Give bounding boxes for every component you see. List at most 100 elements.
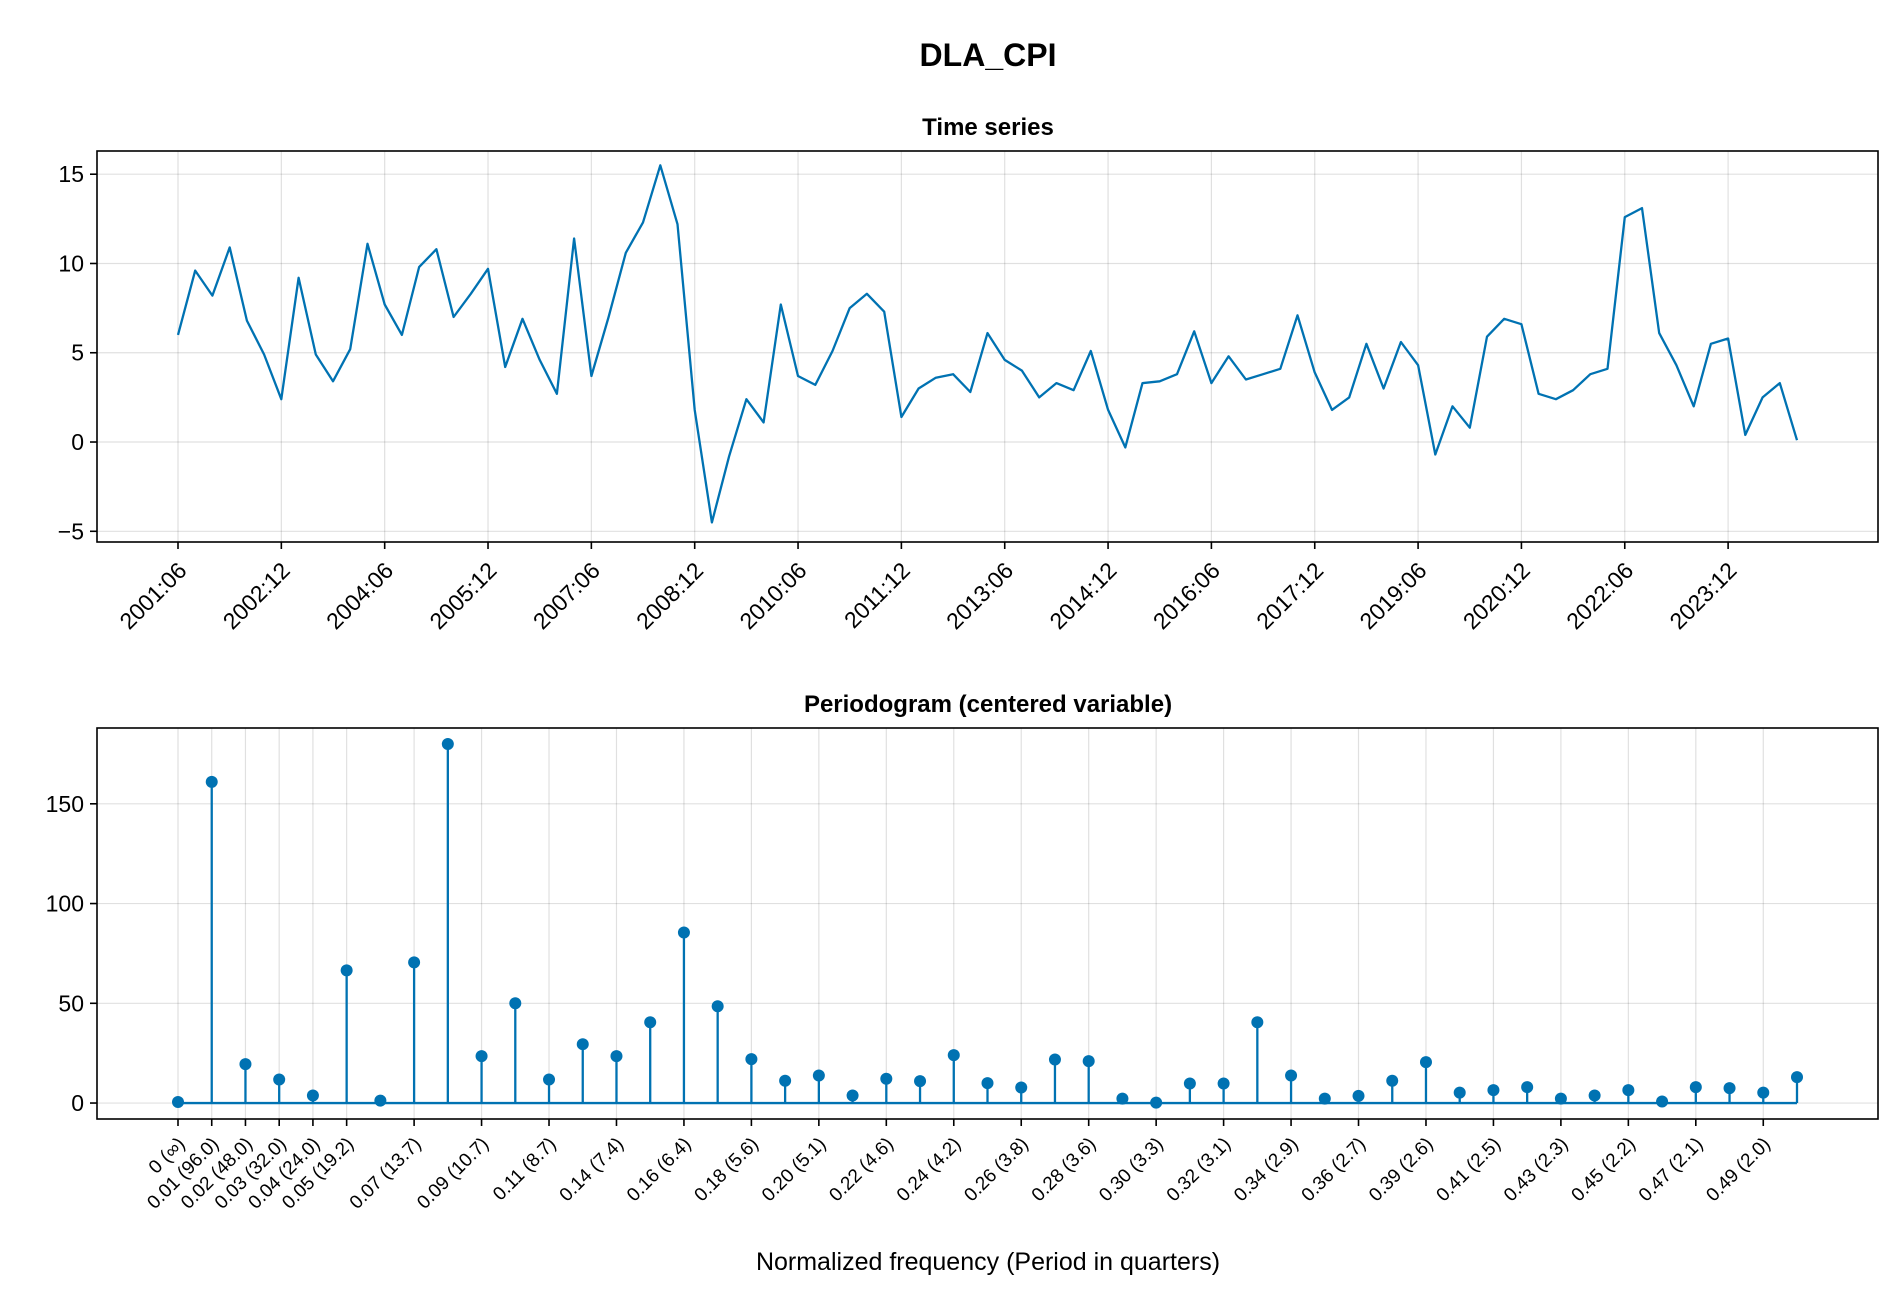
ts-x-tick-label: 2005:12 <box>424 557 501 634</box>
pg-x-tick-label: 0.07 (13.7) <box>346 1134 426 1214</box>
pg-stem-marker <box>677 926 690 939</box>
pg-stem-marker <box>1521 1081 1534 1094</box>
pg-stem-marker <box>1453 1086 1466 1099</box>
periodogram-xlabel: Normalized frequency (Period in quarters… <box>756 1248 1220 1276</box>
pg-stem-marker <box>543 1073 556 1086</box>
pg-stem-marker <box>610 1050 623 1063</box>
pg-x-tick-label: 0.47 (2.1) <box>1635 1134 1707 1206</box>
pg-x-tick-label: 0.32 (3.1) <box>1163 1134 1235 1206</box>
pg-stem-marker <box>1015 1081 1028 1094</box>
periodogram-stems <box>172 737 1803 1109</box>
time-series-x-axis: 2001:06 2002:12 2004:06 2005:12 2007:06 2008:… <box>114 542 1742 634</box>
ts-x-tick-label: 2001:06 <box>114 557 191 634</box>
pg-stem-marker <box>914 1075 927 1088</box>
pg-stem-marker <box>408 956 421 969</box>
pg-x-tick-label: 0.24 (4.2) <box>893 1134 965 1206</box>
pg-y-tick-label: 50 <box>58 990 84 1016</box>
pg-stem-marker <box>1689 1081 1702 1094</box>
pg-stem-marker <box>1723 1082 1736 1095</box>
pg-stem-marker <box>1419 1056 1432 1069</box>
pg-stem-marker <box>340 964 353 977</box>
pg-stem-marker <box>475 1050 488 1063</box>
pg-x-tick-label: 0.34 (2.9) <box>1230 1134 1302 1206</box>
pg-stem-marker <box>273 1073 286 1086</box>
pg-stem-marker <box>1285 1069 1298 1082</box>
ts-x-tick-label: 2002:12 <box>218 557 295 634</box>
ts-x-tick-label: 2014:12 <box>1044 557 1121 634</box>
pg-x-tick-label: 0.30 (3.3) <box>1095 1134 1167 1206</box>
ts-y-tick-label: 5 <box>71 340 84 366</box>
pg-x-tick-label: 0.22 (4.6) <box>825 1134 897 1206</box>
periodogram-panel: Periodogram (centered variable) 0 50 100 15… <box>46 691 1879 1276</box>
ts-x-tick-label: 2022:06 <box>1561 557 1638 634</box>
ts-x-tick-label: 2023:12 <box>1664 557 1741 634</box>
pg-stem-marker <box>1791 1071 1803 1084</box>
pg-stem-marker <box>1487 1084 1500 1097</box>
pg-x-tick-label: 0.49 (2.0) <box>1702 1134 1774 1206</box>
ts-series-line <box>176 164 1799 524</box>
pg-stem-marker <box>745 1053 758 1066</box>
pg-x-tick-label: 0.26 (3.8) <box>960 1134 1032 1206</box>
pg-y-tick-label: 0 <box>71 1090 84 1116</box>
pg-y-tick-label: 150 <box>46 791 84 817</box>
pg-stem-marker <box>306 1089 319 1102</box>
ts-x-tick-label: 2007:06 <box>528 557 605 634</box>
time-series-grid <box>97 151 1878 542</box>
ts-y-tick-label: 10 <box>58 250 84 276</box>
pg-stem-marker <box>1554 1092 1567 1105</box>
pg-x-tick-label: 0.36 (2.7) <box>1298 1134 1370 1206</box>
pg-x-tick-label: 0.18 (5.6) <box>691 1134 763 1206</box>
pg-stem-marker <box>1622 1084 1635 1097</box>
pg-stem-marker <box>1352 1089 1365 1102</box>
ts-x-tick-label: 2017:12 <box>1251 557 1328 634</box>
time-series-panel: Time series −5 0 5 10 15 2001:06 2002:12 2004:… <box>58 114 1879 634</box>
pg-x-tick-label: 0.43 (2.3) <box>1500 1134 1572 1206</box>
pg-stem-marker <box>1217 1077 1230 1090</box>
pg-stem-marker <box>441 737 454 750</box>
pg-stem-marker <box>846 1089 859 1102</box>
pg-stem-marker <box>1183 1077 1196 1090</box>
periodogram-y-axis: 0 50 100 150 <box>46 791 97 1116</box>
pg-stem-marker <box>374 1094 387 1107</box>
pg-stem-marker <box>576 1038 589 1051</box>
ts-x-tick-label: 2010:06 <box>734 557 811 634</box>
pg-stem-marker <box>509 997 522 1010</box>
pg-stem-marker <box>172 1096 184 1109</box>
time-series-title: Time series <box>922 114 1054 141</box>
pg-x-tick-label: 0.39 (2.6) <box>1365 1134 1437 1206</box>
time-series-line <box>176 164 1799 524</box>
periodogram-frame <box>96 727 1879 1120</box>
pg-stem-marker <box>1318 1092 1331 1105</box>
pg-x-tick-label: 0.45 (2.2) <box>1568 1134 1640 1206</box>
pg-x-tick-label: 0.09 (10.7) <box>413 1134 493 1214</box>
pg-stem-marker <box>1656 1095 1669 1108</box>
pg-stem-marker <box>1588 1089 1601 1102</box>
time-series-frame <box>96 150 1879 543</box>
pg-stem-marker <box>981 1077 994 1090</box>
pg-y-tick-label: 100 <box>46 891 84 917</box>
pg-stem-marker <box>644 1016 657 1029</box>
ts-x-tick-label: 2020:12 <box>1458 557 1535 634</box>
ts-x-tick-label: 2019:06 <box>1354 557 1431 634</box>
periodogram-title: Periodogram (centered variable) <box>804 691 1172 718</box>
pg-stem-marker <box>1082 1055 1095 1068</box>
pg-stem-marker <box>812 1069 825 1082</box>
ts-x-tick-label: 2013:06 <box>941 557 1018 634</box>
ts-y-tick-label: −5 <box>58 518 84 544</box>
pg-x-tick-label: 0.11 (8.7) <box>489 1134 560 1205</box>
pg-stem-marker <box>1048 1053 1061 1066</box>
pg-stem-marker <box>1150 1096 1163 1109</box>
pg-x-tick-label: 0.16 (6.4) <box>623 1134 695 1206</box>
pg-stem-marker <box>880 1072 893 1085</box>
figure-title: DLA_CPI <box>920 37 1057 73</box>
pg-stem-marker <box>947 1049 960 1062</box>
pg-x-tick-label: 0.41 (2.5) <box>1433 1134 1505 1206</box>
pg-stem-marker <box>1251 1016 1264 1029</box>
ts-y-tick-label: 15 <box>58 161 84 187</box>
pg-x-tick-label: 0.14 (7.4) <box>556 1134 628 1206</box>
ts-y-tick-label: 0 <box>71 429 84 455</box>
periodogram-grid <box>97 728 1878 1119</box>
pg-x-tick-label: 0.20 (5.1) <box>758 1134 830 1206</box>
pg-stem-marker <box>1116 1092 1129 1105</box>
